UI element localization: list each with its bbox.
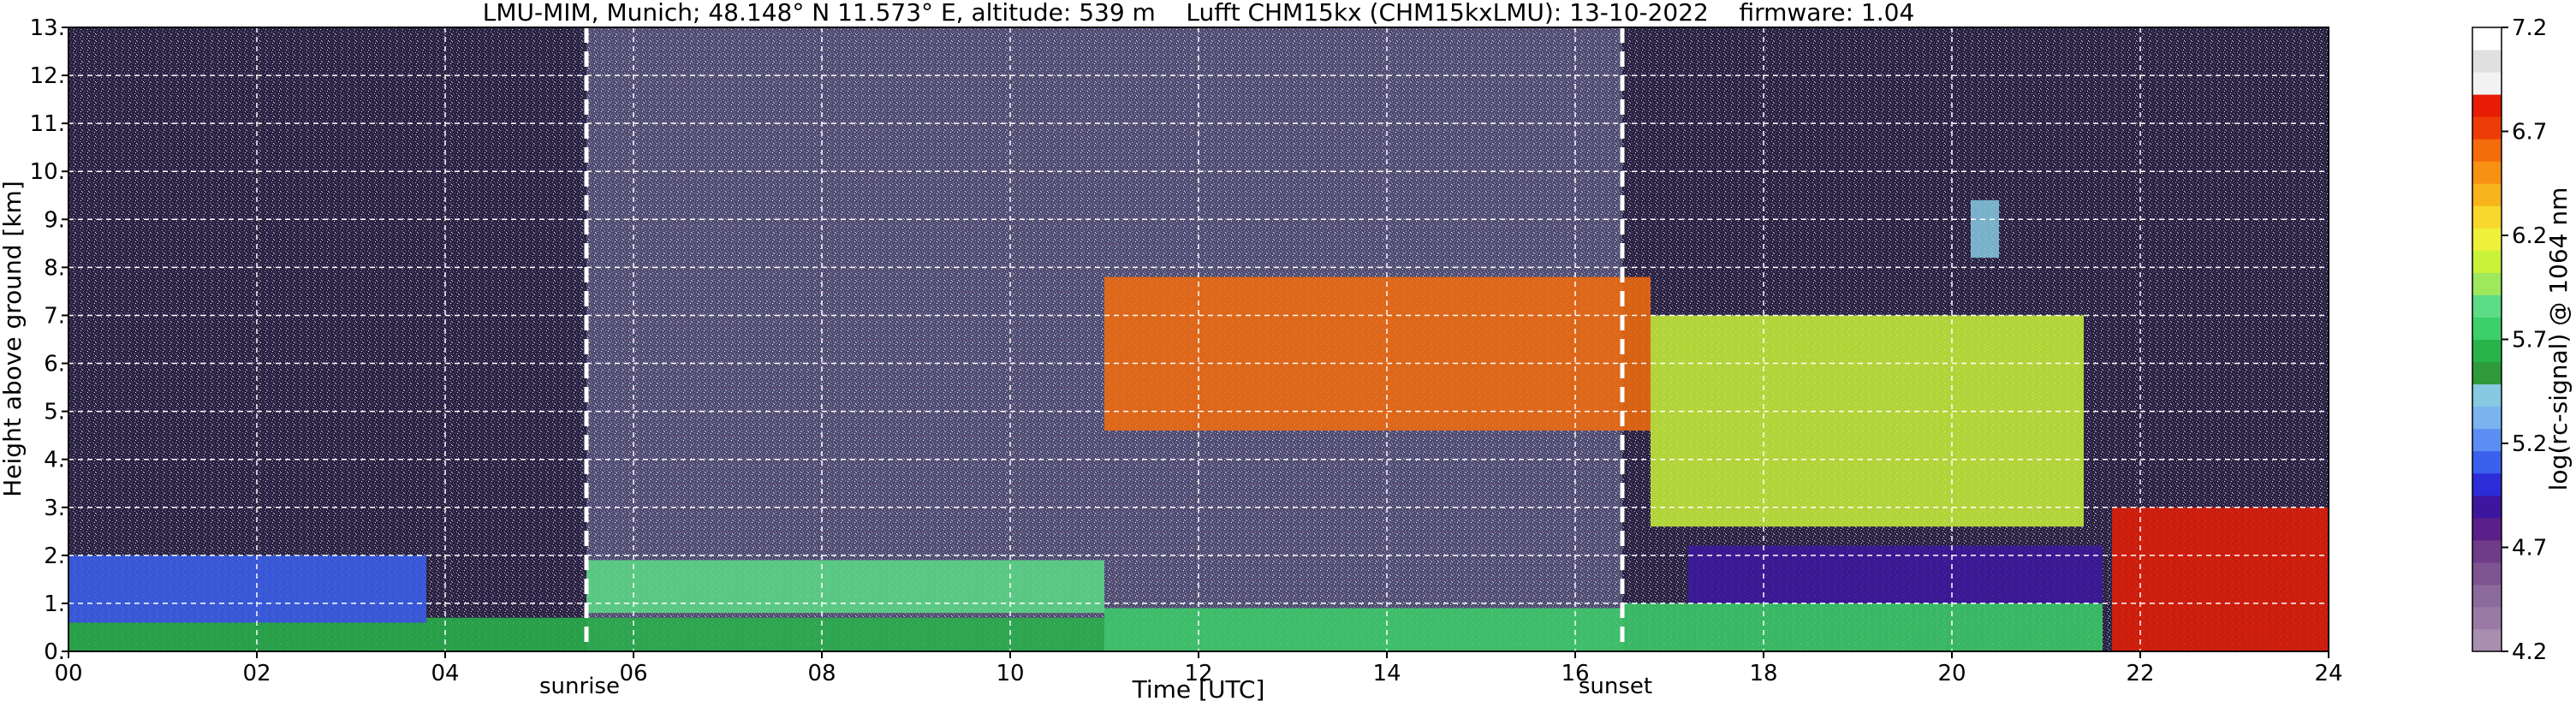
colorbar-segment [2472,561,2502,585]
signal-fields [68,27,2329,651]
x-tick-label: 22 [2126,661,2154,686]
y-tick-label: 8. [44,255,65,281]
colorbar-segment [2472,383,2502,407]
colorbar-segment [2472,161,2502,184]
y-tick-label: 5. [44,400,65,425]
colorbar-segment [2472,450,2502,474]
layer-mixed-layer-morning [586,560,1104,614]
y-tick-label: 2. [44,544,65,569]
colorbar-segment [2472,584,2502,608]
colorbar-segment [2472,94,2502,117]
colorbar-segment [2472,250,2502,273]
layer-mid-level-cloud [1104,276,1651,431]
layer-evening-cloud [1651,315,2084,527]
x-tick-label: 02 [242,661,271,686]
x-tick-label: 08 [807,661,836,686]
colorbar-segment [2472,495,2502,519]
y-tick-label: 1. [44,591,65,617]
colorbar-segment [2472,406,2502,430]
x-tick-label: 10 [996,661,1024,686]
colorbar-tick-label: 5.7 [2512,328,2547,354]
y-tick-label: 9. [44,207,65,233]
y-tick-label: 12. [30,63,65,89]
x-axis-label: Time [UTC] [1132,675,1265,704]
colorbar-segment [2472,205,2502,229]
colorbar-tick-label: 4.2 [2512,639,2547,665]
colorbar-segment [2472,628,2502,652]
x-tick-label: 14 [1372,661,1401,686]
y-tick-label: 7. [44,303,65,329]
colorbar-segment [2472,606,2502,630]
y-axis: 0. 1. 2. 3. 4. 5. 6. 7. 8. 9. 10. 11. 12. 13. [30,15,68,665]
chart-title: LMU-MIM, Munich; 48.148° N 11.573° E, al… [483,0,1915,27]
x-axis: 00 02 04 06 08 10 12 14 16 18 20 22 24 [54,651,2343,686]
colorbar-segment [2472,228,2502,251]
plot-area: sunrise sunset [68,27,2329,699]
colorbar-segment [2472,294,2502,318]
colorbar-segment [2472,139,2502,162]
y-tick-label: 10. [30,159,65,185]
layer-boundary-layer-night-1 [68,622,426,651]
y-tick-label: 13. [30,15,65,41]
y-tick-label: 3. [44,496,65,521]
y-tick-label: 6. [44,352,65,377]
x-tick-label: 12 [1184,661,1212,686]
y-tick-label: 0. [44,639,65,665]
layer-residual-layer-evening [1688,545,2103,603]
x-tick-label: 24 [2314,661,2342,686]
event-lines: sunrise sunset [539,27,1652,699]
colorbar-segment [2472,317,2502,340]
colorbar-tick-label: 4.7 [2512,536,2547,561]
colorbar-segment [2472,517,2502,541]
x-tick-label: 18 [1749,661,1777,686]
colorbar-segment [2472,116,2502,140]
colorbar-segment [2472,339,2502,363]
colorbar-segment [2472,539,2502,563]
colorbar-tick-label: 6.7 [2512,120,2547,146]
colorbar-tick-label: 6.2 [2512,223,2547,249]
grid-lines [68,27,2329,651]
y-tick-label: 4. [44,448,65,473]
x-tick-label: 20 [1937,661,1966,686]
colorbar-segment [2472,361,2502,385]
colorbar-segment [2472,428,2502,452]
colorbar-segment [2472,183,2502,206]
x-tick-label: 16 [1561,661,1589,686]
colorbar-segment [2472,472,2502,496]
layer-low-cloud-late [2112,507,2329,651]
colorbar-segment [2472,27,2502,50]
y-axis-label: Height above ground [km] [0,181,27,497]
layer-cirrus-patch [1971,199,1999,258]
y-tick-label: 11. [30,111,65,137]
layer-residual-layer-night-1 [68,555,426,623]
x-tick-label: 06 [619,661,647,686]
x-tick-label: 04 [431,661,459,686]
colorbar-segment [2472,50,2502,73]
layer-boundary-layer-evening [1622,603,2103,651]
layer-boundary-layer-afternoon [1104,608,1622,651]
colorbar-segment [2472,272,2502,295]
event-label-sunset: sunset [1579,674,1652,699]
x-tick-label: 00 [54,661,82,686]
colorbar-tick-label: 7.2 [2512,15,2547,41]
colorbar-label: log(rc-signal) @ 1064 nm [2544,187,2573,491]
layer-boundary-layer-morning [426,617,1104,651]
colorbar: 4.2 4.7 5.2 5.7 6.2 6.7 7.2 [2472,15,2547,665]
colorbar-tick-label: 5.2 [2512,431,2547,457]
event-label-sunrise: sunrise [539,674,620,699]
colorbar-segment [2472,72,2502,95]
